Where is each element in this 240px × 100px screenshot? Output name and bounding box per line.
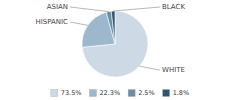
leader-line bbox=[70, 22, 88, 25]
pie-slice bbox=[106, 11, 115, 44]
legend-label: 22.3% bbox=[99, 89, 120, 97]
annotation: ASIAN bbox=[47, 3, 68, 11]
annotation: WHITE bbox=[162, 66, 185, 74]
leader-line bbox=[139, 66, 160, 70]
chart: WHITE HISPANIC ASIAN BLACK 73.5% 22.3% 2.5% 1.8… bbox=[0, 0, 240, 100]
legend-swatch bbox=[89, 90, 96, 97]
pie-slice bbox=[82, 11, 148, 77]
legend-swatch bbox=[163, 90, 170, 97]
leader-line bbox=[113, 7, 160, 11]
annotation: HISPANIC bbox=[35, 18, 68, 26]
annotations: WHITE HISPANIC ASIAN BLACK bbox=[35, 3, 185, 74]
legend-swatch bbox=[51, 90, 58, 97]
legend: 73.5% 22.3% 2.5% 1.8% bbox=[51, 89, 189, 97]
pie-slice bbox=[82, 12, 115, 47]
legend-label: 1.8% bbox=[173, 89, 190, 97]
pie-slice bbox=[111, 11, 115, 44]
pie bbox=[82, 11, 148, 77]
legend-label: 73.5% bbox=[61, 89, 82, 97]
leader-line bbox=[70, 7, 109, 12]
legend-swatch bbox=[128, 90, 135, 97]
annotation: BLACK bbox=[162, 3, 185, 11]
legend-label: 2.5% bbox=[138, 89, 155, 97]
